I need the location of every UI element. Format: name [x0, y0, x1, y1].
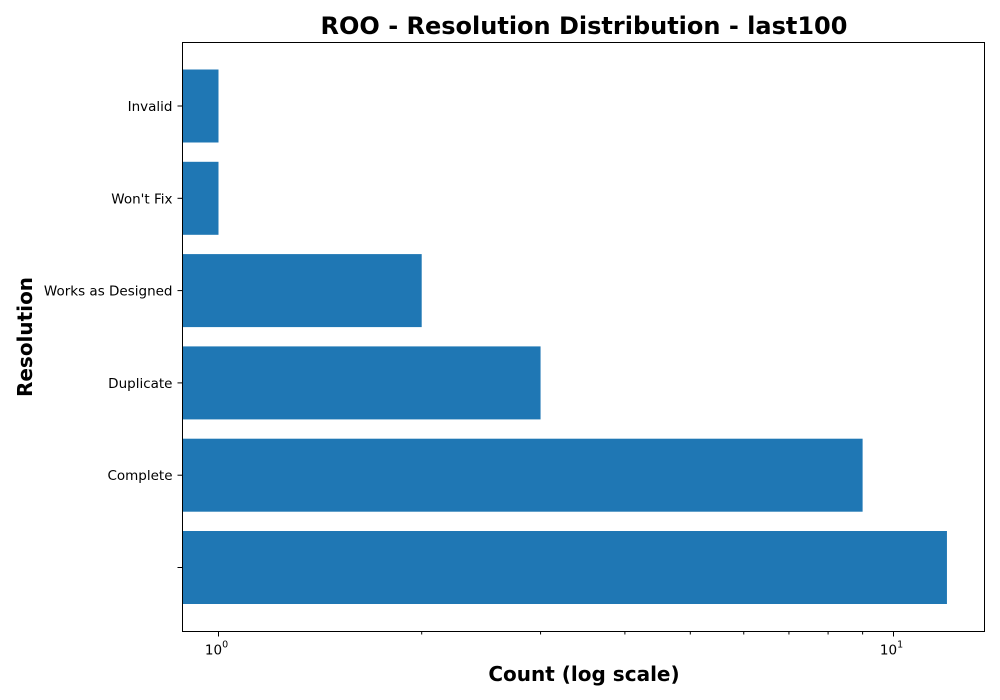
bar	[182, 531, 947, 604]
bar	[182, 254, 422, 328]
bar	[182, 161, 219, 235]
y-axis-ticks: Invalid Won't Fix Works as Designed Duplica…	[44, 99, 183, 568]
y-tick-label: Complete	[107, 468, 172, 484]
bars-group	[182, 69, 947, 604]
y-tick-label: Duplicate	[108, 376, 172, 392]
bar	[182, 346, 541, 420]
bar	[182, 69, 219, 143]
x-axis-label: Count (log scale)	[488, 662, 679, 686]
bar	[182, 438, 863, 512]
y-tick-label: Works as Designed	[44, 284, 173, 300]
y-tick-label: Won't Fix	[111, 191, 172, 207]
plot-frame	[182, 42, 985, 632]
y-axis-label: Resolution	[13, 277, 37, 397]
x-tick-label: 101	[880, 640, 903, 659]
y-tick-label: Invalid	[128, 99, 173, 115]
chart-title: ROO - Resolution Distribution - last100	[321, 12, 848, 40]
x-axis-ticks: 100 101	[205, 631, 903, 659]
x-tick-label: 100	[205, 640, 228, 659]
